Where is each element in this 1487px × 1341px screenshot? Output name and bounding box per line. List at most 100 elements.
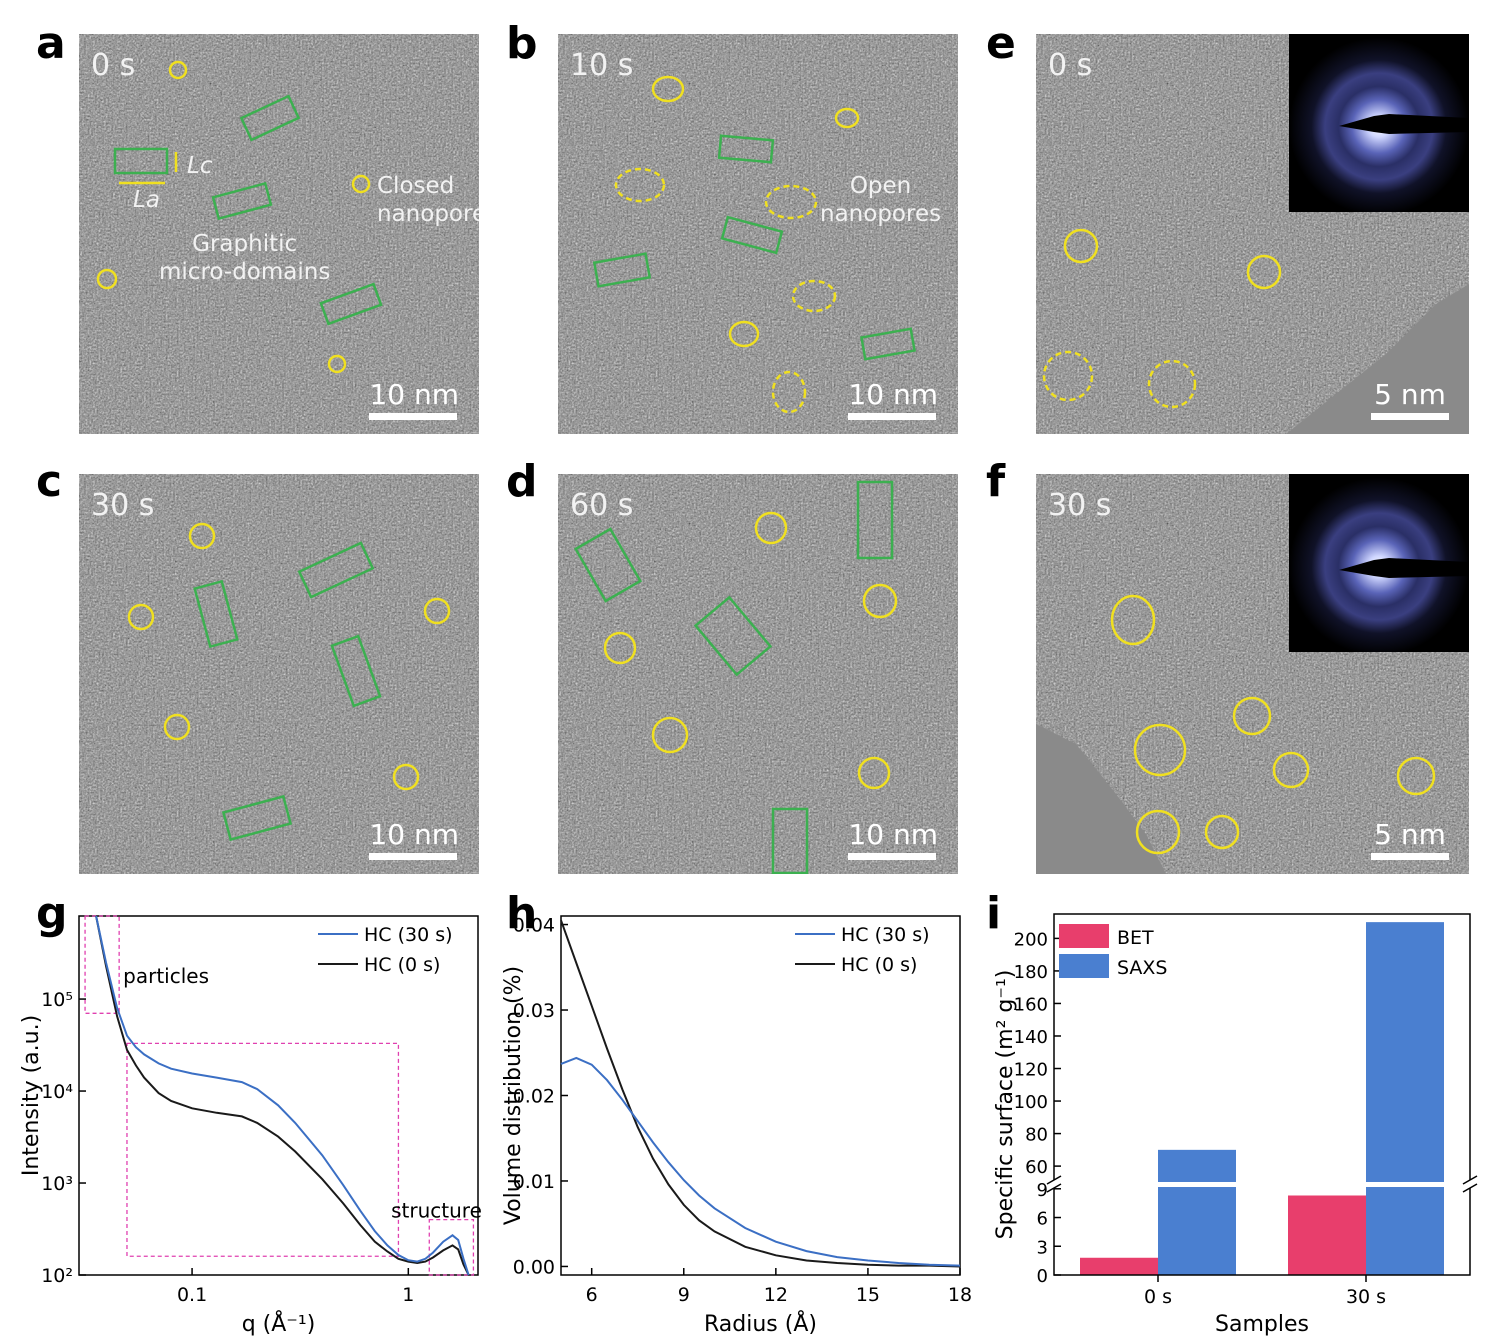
bar-saxs (1366, 922, 1444, 1275)
y-tick-label: 0.03 (513, 1000, 555, 1022)
closed-nanopore (1246, 254, 1282, 290)
panel-label-g: g (36, 888, 68, 939)
x-tick-label: 0 s (1144, 1286, 1172, 1308)
graphitic-domain (592, 252, 652, 288)
y-tick-label: 120 (1014, 1060, 1048, 1081)
closed-nanopore (423, 597, 451, 625)
tem-image-e: 0 s 5 nm (1036, 34, 1469, 434)
open-nanopore (614, 167, 666, 203)
y-tick-label: 140 (1014, 1027, 1048, 1048)
time-label: 0 s (1048, 48, 1093, 83)
scale-bar-label: 10 nm (848, 818, 938, 851)
legend-label: HC (30 s) (841, 924, 930, 946)
open-nanopore (1042, 350, 1094, 402)
time-label: 10 s (570, 48, 634, 83)
closed-nanopore (1110, 594, 1156, 646)
diffraction-inset (1289, 474, 1469, 652)
time-label: 30 s (91, 488, 155, 523)
graphitic-domain (717, 134, 775, 164)
time-label: 30 s (1048, 488, 1112, 523)
y-tick-label: 3 (1037, 1237, 1048, 1258)
closed-nanopore (168, 60, 188, 80)
graphitic-domain (239, 94, 301, 142)
panel-label-h: h (506, 888, 538, 939)
scale-bar: 10 nm (848, 378, 938, 420)
particles-region-box (84, 915, 120, 1014)
time-label: 0 s (91, 48, 136, 83)
panel-label-d: d (506, 456, 538, 507)
graphitic-domain (693, 595, 773, 677)
graphitic-domain (193, 579, 239, 649)
scale-bar: 5 nm (1371, 378, 1449, 420)
x-tick-label: 1 (402, 1284, 414, 1306)
open-nanopore (791, 279, 837, 313)
x-tick-label: 9 (678, 1284, 690, 1306)
annotation-la: La (133, 187, 160, 213)
bar-saxs (1158, 1149, 1236, 1275)
x-axis-label: Radius (Å) (704, 1310, 817, 1337)
scale-bar-label: 10 nm (369, 378, 459, 411)
x-axis-label: Samples (1215, 1312, 1309, 1337)
graphitic-domain (573, 527, 643, 603)
legend-label: BET (1117, 927, 1154, 949)
x-tick-label: 15 (856, 1284, 880, 1306)
y-tick-label: 10⁵ (41, 989, 73, 1011)
open-nanopore (1147, 359, 1197, 409)
panel-label-i: i (986, 888, 1002, 939)
graphitic-domain (113, 147, 169, 175)
annotation-particles: particles (123, 964, 209, 988)
y-tick-label: 100 (1014, 1092, 1048, 1113)
annotation-graphitic-domains: Graphitic micro-domains (159, 231, 331, 285)
y-tick-label: 180 (1014, 962, 1048, 983)
annotation-open-nanopores: Open nanopores (820, 173, 942, 227)
closed-nanopore (1396, 756, 1436, 796)
legend-label: HC (0 s) (364, 954, 440, 976)
graphitic-domain (330, 634, 382, 708)
plot-frame (78, 915, 479, 1276)
tem-texture (79, 474, 479, 874)
vacuum-region (1286, 284, 1469, 434)
axis-break-mark (1046, 1183, 1062, 1193)
panel-label-c: c (36, 456, 63, 507)
closed-nanopore (351, 174, 371, 194)
graphitic-domain (860, 327, 916, 361)
tem-image-d: 60 s 10 nm (558, 474, 958, 874)
closed-nanopore (392, 763, 420, 791)
closed-nanopore (862, 583, 898, 619)
scale-bar: 10 nm (369, 378, 459, 420)
axis-break-mark (1462, 1175, 1478, 1185)
x-tick-label: 18 (948, 1284, 972, 1306)
scale-bar-label: 10 nm (369, 818, 459, 851)
y-tick-label: 0.00 (513, 1256, 555, 1278)
scale-bar: 10 nm (848, 818, 938, 860)
scale-bar: 5 nm (1371, 818, 1449, 860)
bar-bet (1288, 1195, 1366, 1275)
axis-break-mark (1462, 1183, 1478, 1193)
chart-g-saxs-intensity: particles structure 10² 10³ 10⁴ 10⁵ 0.1 1 q (Å⁻¹… (19, 915, 482, 1337)
closed-nanopore (651, 716, 689, 754)
x-tick-label: 6 (586, 1284, 598, 1306)
structure-region-box (428, 1218, 475, 1276)
y-tick-label: 10³ (41, 1173, 73, 1195)
closed-nanopore (1232, 696, 1272, 736)
tem-image-a: Lc La Closed nanopores Graphitic micro-d… (79, 34, 479, 434)
panel-label-b: b (506, 18, 538, 69)
legend-swatch (1059, 954, 1109, 978)
graphitic-domain (211, 181, 273, 221)
annotation-closed-nanopores: Closed nanopores (377, 173, 479, 227)
series-line (560, 919, 961, 1268)
closed-nanopore (754, 511, 788, 545)
tem-texture (79, 34, 479, 434)
tem-texture (558, 34, 958, 434)
plot-frame-lower (1053, 1188, 1471, 1276)
closed-nanopore (163, 713, 191, 741)
open-nanopore (771, 370, 807, 414)
closed-nanopore (96, 268, 118, 290)
series-line (95, 915, 470, 1276)
closed-nanopore (127, 603, 155, 631)
axis-break-mark (1046, 1175, 1062, 1185)
closed-nanopore (1204, 814, 1240, 850)
legend-label: HC (30 s) (364, 924, 453, 946)
closed-nanopore (1272, 751, 1310, 789)
closed-nanopore (1135, 809, 1181, 855)
